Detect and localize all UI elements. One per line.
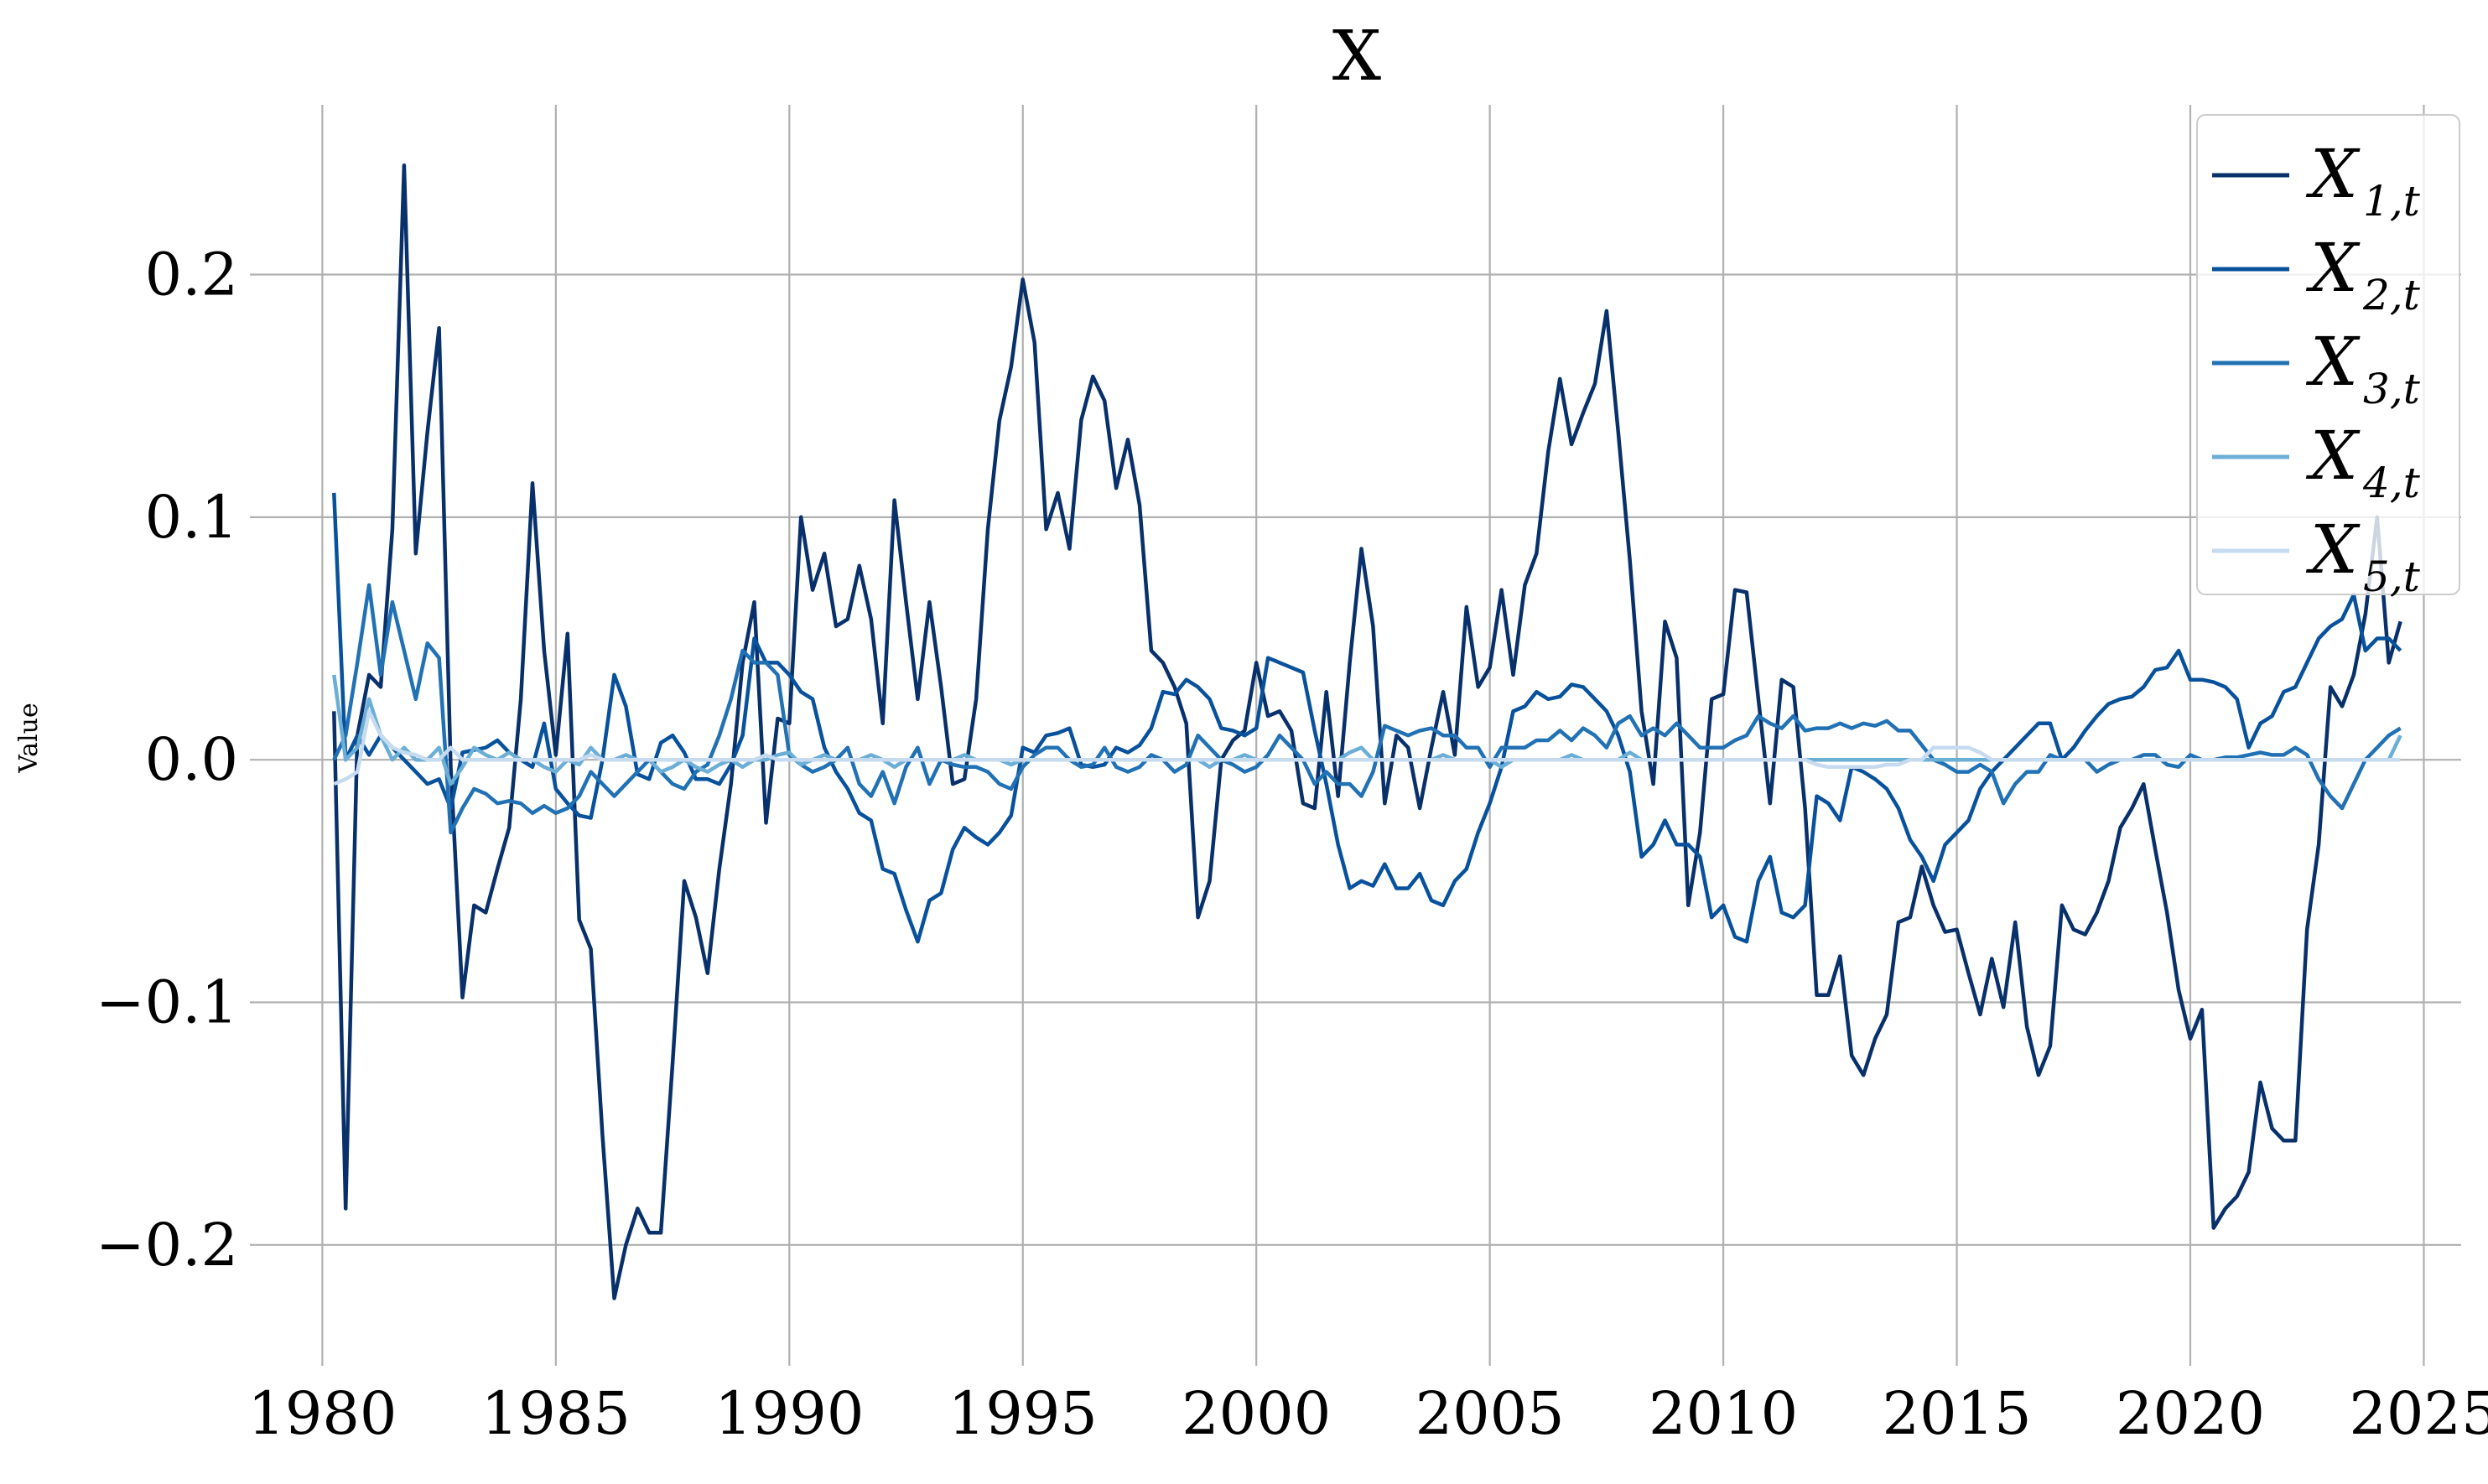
x-tick-label: 2000 — [1182, 1379, 1331, 1448]
series-line-x1 — [332, 163, 2402, 1300]
legend-label-subscript: 2,t — [2362, 271, 2421, 319]
legend-label-subscript: 5,t — [2363, 553, 2421, 601]
x-tick-label: 1980 — [247, 1379, 397, 1448]
legend-label-subscript: 4,t — [2362, 459, 2421, 507]
y-tick-label: 0.0 — [145, 725, 238, 794]
legend-label-subscript: 3,t — [2363, 365, 2421, 413]
x-axis-ticks: 1980 1985 1990 1995 2000 2005 2010 2015 2020 2025 — [247, 1354, 2488, 1448]
legend-label-main: X — [2305, 323, 2361, 401]
y-tick-label: −0.1 — [96, 968, 238, 1036]
legend-label-subscript: 1,t — [2363, 177, 2421, 226]
legend-box — [2196, 114, 2460, 595]
series-line-x5 — [333, 709, 2401, 786]
x-tick-label: 2015 — [1882, 1379, 2031, 1448]
x-tick-label: 2025 — [2349, 1379, 2488, 1448]
series-line-x3 — [332, 583, 2402, 835]
y-axis-ticks: −0.2 −0.1 0.0 0.1 0.2 — [96, 241, 238, 1279]
y-tick-label: −0.2 — [96, 1211, 238, 1279]
y-axis-label: Value — [14, 703, 44, 773]
x-tick-label: 2010 — [1649, 1379, 1798, 1448]
x-tick-label: 2005 — [1415, 1379, 1565, 1448]
y-tick-label: 0.2 — [145, 241, 238, 309]
legend-label-main: X — [2305, 229, 2361, 307]
series-line-x2 — [332, 492, 2402, 944]
x-tick-label: 2020 — [2116, 1379, 2265, 1448]
chart-title: X — [1332, 17, 1381, 96]
legend-label-main: X — [2305, 511, 2361, 589]
x-tick-label: 1985 — [481, 1379, 631, 1448]
grid-lines — [250, 105, 2461, 1354]
series-lines — [332, 163, 2402, 1300]
y-tick-label: 0.1 — [145, 483, 238, 552]
legend-label-main: X — [2305, 417, 2361, 495]
x-tick-label: 1995 — [948, 1379, 1098, 1448]
legend: X 1,tX 2,tX 3,tX 4,tX 5,t — [2196, 114, 2460, 601]
legend-label-main: X — [2305, 135, 2361, 213]
x-tick-label: 1990 — [714, 1379, 864, 1448]
